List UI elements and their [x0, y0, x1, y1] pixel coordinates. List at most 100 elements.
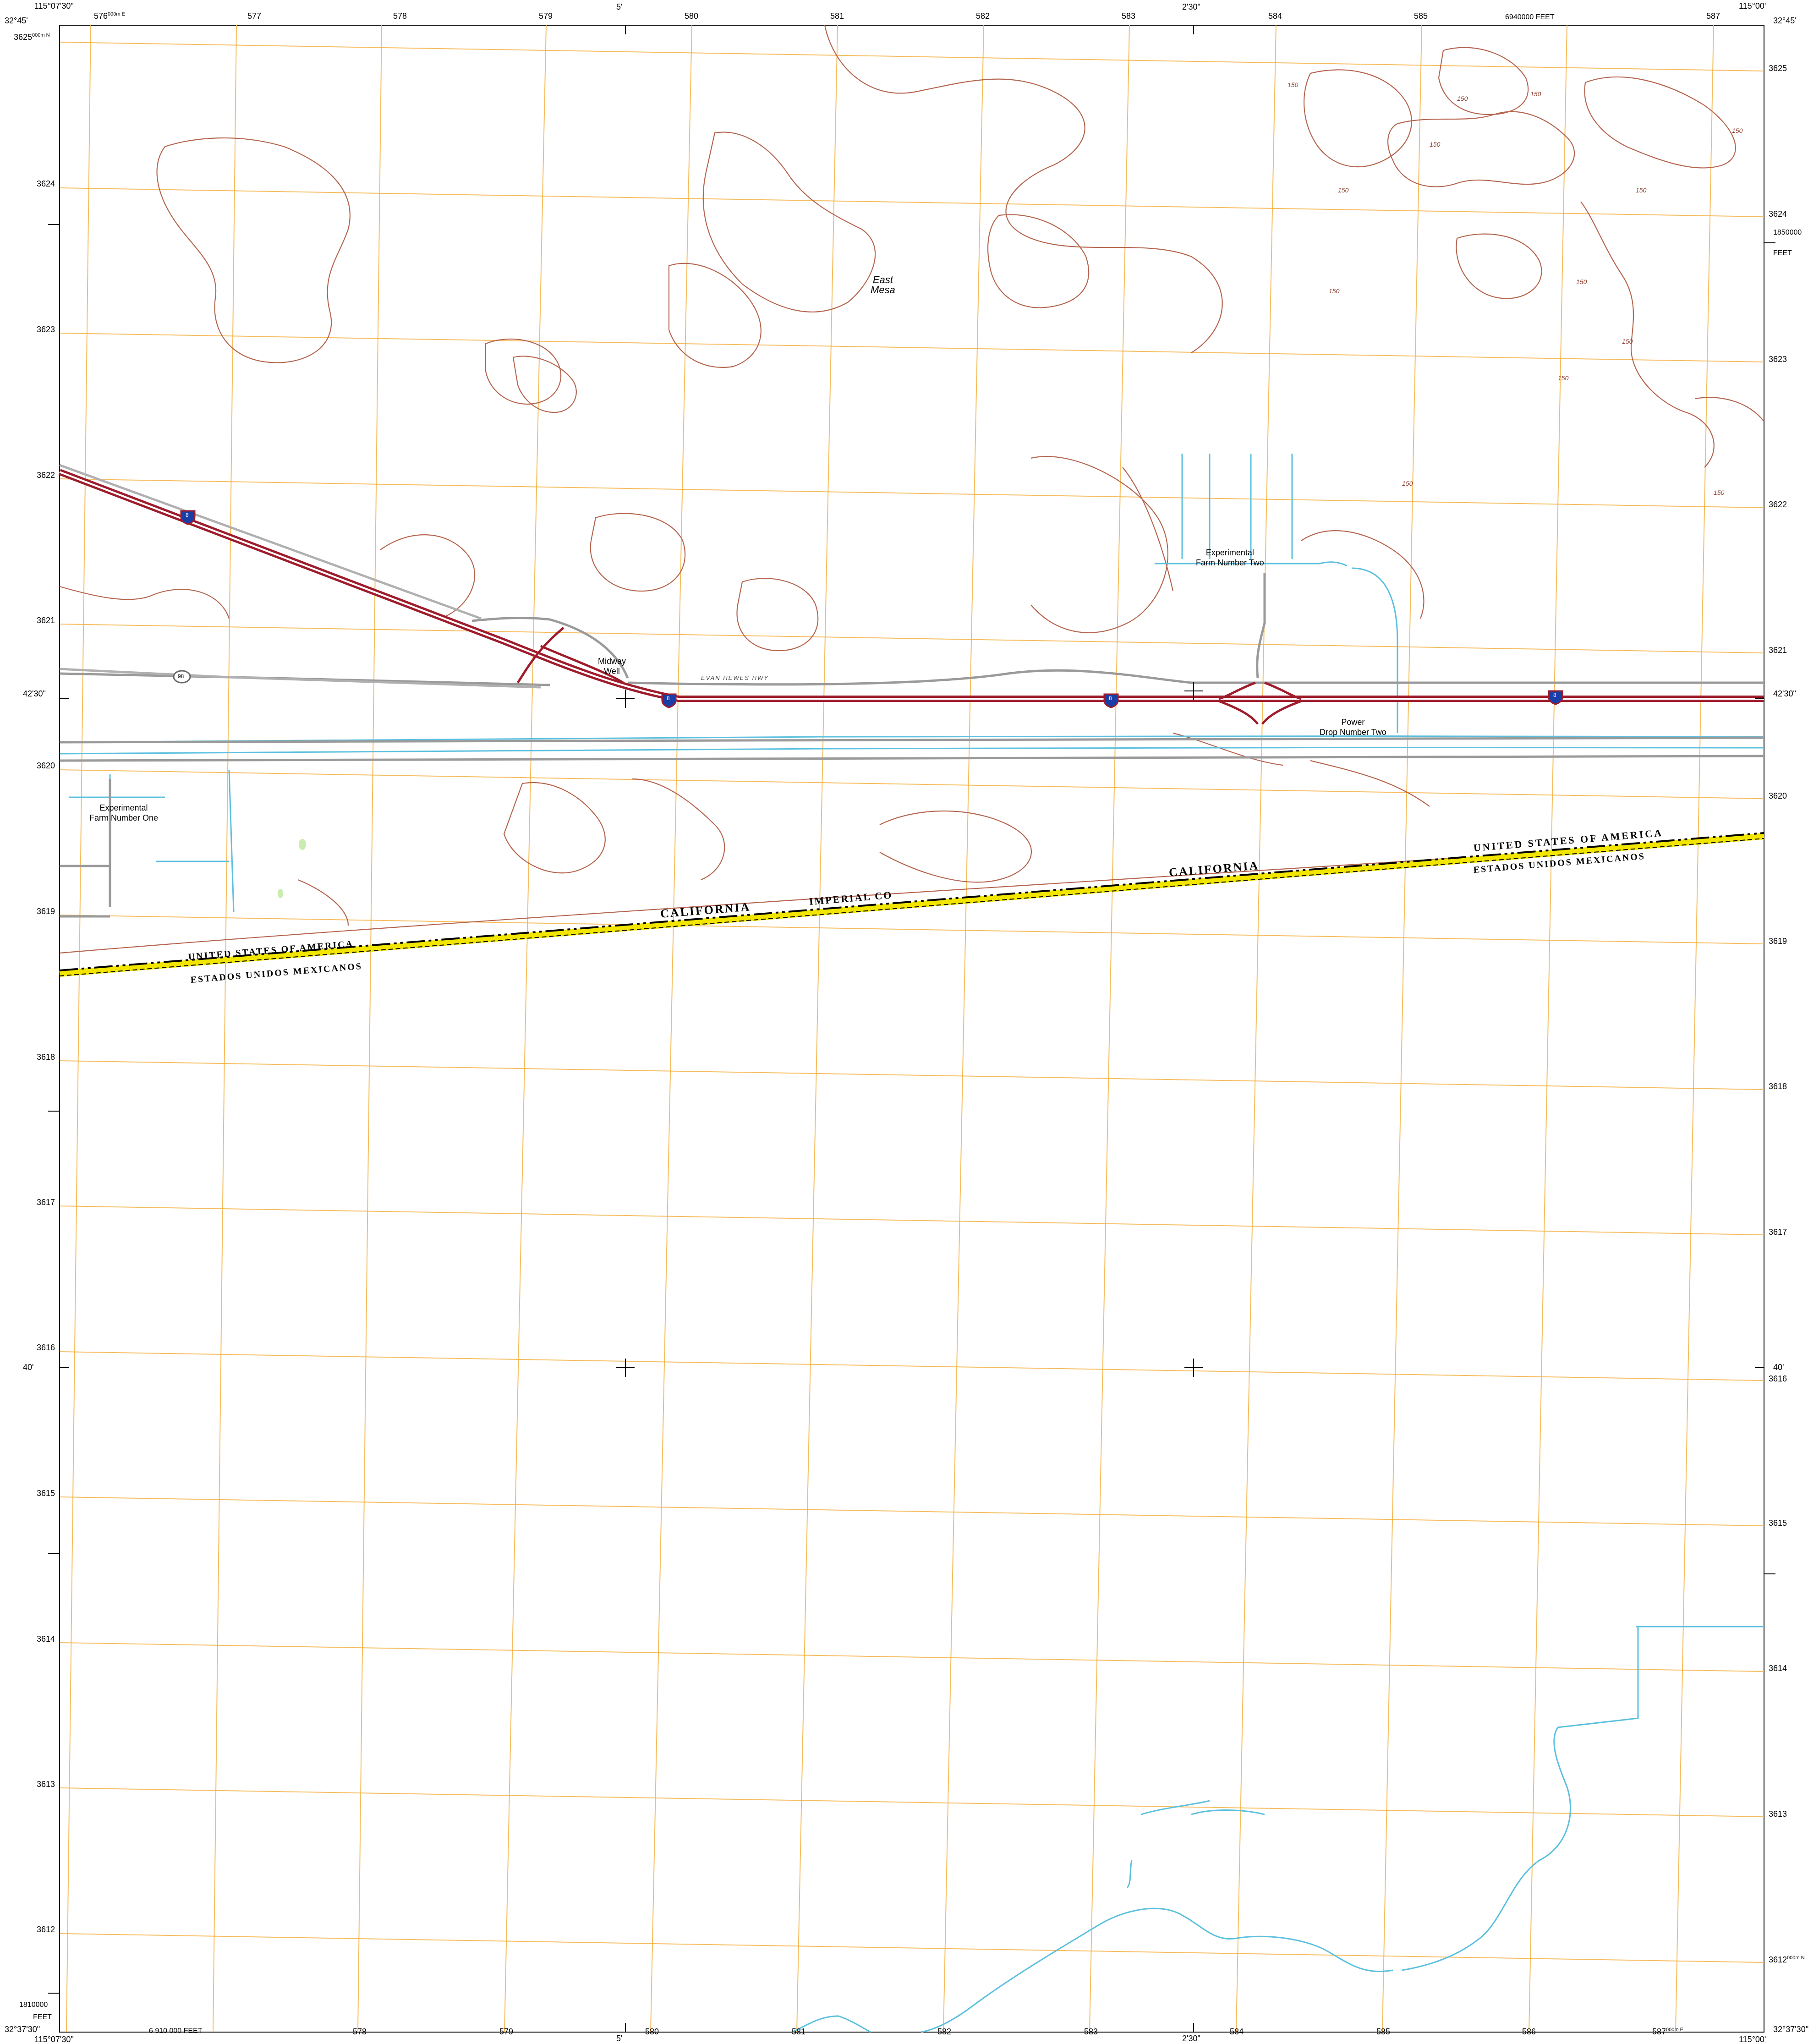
easting-label: 579 — [499, 2027, 514, 2036]
corner-bottom-left-lat: 32°37'30" — [5, 2025, 40, 2034]
top-tick-label: 2'30" — [1182, 2, 1200, 11]
easting-label: 580 — [645, 2027, 659, 2036]
place-power-drop-two: Power Drop Number Two — [1320, 718, 1386, 737]
svg-text:150: 150 — [1402, 480, 1413, 487]
interstate-shield-icon — [661, 693, 677, 708]
northing-label: 3617 — [37, 1198, 55, 1207]
northing-label: 3616 — [37, 1343, 55, 1352]
easting-label: 585 — [1414, 11, 1428, 21]
easting-label: 587000m E — [1652, 2027, 1683, 2036]
northing-label: 3624 — [1769, 209, 1787, 219]
northing-label: 3615 — [1769, 1518, 1787, 1528]
northing-label: 3615 — [37, 1489, 55, 1498]
bottom-tick-label: 2'30" — [1182, 2034, 1200, 2043]
svg-text:150: 150 — [1558, 374, 1569, 382]
northing-label: 3614 — [1769, 1664, 1787, 1673]
map-neatline — [59, 25, 1764, 2033]
northing-label: 3617 — [1769, 1227, 1787, 1237]
easting-label: 582 — [937, 2027, 952, 2036]
northing-label: 3618 — [1769, 1082, 1787, 1091]
interstate-8 — [58, 469, 1764, 725]
feet-label-right-value: 1850000 — [1773, 229, 1802, 236]
svg-text:150: 150 — [1430, 141, 1441, 148]
northing-label: 3624 — [37, 179, 55, 188]
northing-label: 3619 — [1769, 937, 1787, 946]
international-boundary — [59, 832, 1764, 977]
northing-label: 3616 — [1769, 1374, 1787, 1383]
northing-label: 3623 — [1769, 355, 1787, 364]
northing-label: 3620 — [1769, 791, 1787, 800]
vegetation-patches — [278, 839, 306, 898]
highway-gray — [59, 464, 541, 689]
place-experimental-farm-two: Experimental Farm Number Two — [1196, 548, 1264, 567]
northing-label: 3614 — [37, 1634, 55, 1644]
road-label-evan-hewes: EVAN HEWES HWY — [701, 674, 769, 681]
left-tick-label: 42'30" — [23, 689, 46, 698]
state-route-shield-icon — [173, 670, 191, 684]
easting-label: 586 — [1522, 2027, 1536, 2036]
svg-text:150: 150 — [1576, 278, 1587, 285]
northing-label: 3623 — [37, 325, 55, 334]
easting-label: 577 — [247, 11, 262, 21]
corner-bottom-right-lon: 115°00' — [1739, 2035, 1766, 2044]
easting-label: 578 — [353, 2027, 367, 2036]
corner-bottom-left-lon: 115°07'30" — [34, 2035, 74, 2044]
place-midway-well: Midway Well — [598, 657, 626, 676]
left-tick-label: 40' — [23, 1363, 34, 1372]
feet-label-left-value: 1810000 — [19, 2001, 48, 2009]
northing-label: 3620 — [37, 761, 55, 770]
easting-label: 578 — [393, 11, 407, 21]
svg-text:150: 150 — [1636, 186, 1647, 194]
feet-label-right-unit: FEET — [1773, 249, 1792, 257]
right-tick-label: 40' — [1773, 1363, 1784, 1372]
easting-label: 582 — [976, 11, 990, 21]
svg-text:150: 150 — [1338, 186, 1349, 194]
registration-crosses — [616, 682, 1203, 1377]
northing-label: 3621 — [37, 616, 55, 625]
northing-label: 3625 — [1769, 64, 1787, 73]
contour-labels: 150 150 150 150 150 150 150 150 150 150 … — [1288, 81, 1743, 496]
place-east-mesa: East Mesa — [871, 274, 895, 296]
easting-label: 583 — [1122, 11, 1136, 21]
interstate-number: 8 — [1553, 692, 1556, 698]
corner-top-left-lon: 115°07'30" — [34, 1, 74, 11]
utm-grid — [66, 25, 1714, 2033]
right-tick-label: 42'30" — [1773, 689, 1796, 698]
corner-top-left-lat: 32°45' — [5, 16, 28, 25]
easting-label: 581 — [830, 11, 844, 21]
svg-text:150: 150 — [1714, 489, 1725, 496]
feet-label-bottom: 6 910 000 FEET — [149, 2027, 203, 2035]
easting-label: 576000m E — [94, 11, 125, 21]
easting-label: 583 — [1084, 2027, 1098, 2036]
bottom-tick-label: 5' — [616, 2034, 623, 2043]
utm-grid-horizontal — [59, 42, 1764, 1963]
svg-text:150: 150 — [1288, 81, 1299, 88]
interstate-number: 8 — [1109, 695, 1112, 701]
corner-top-right-lon: 115°00' — [1739, 1, 1766, 11]
interstate-shield-icon — [1103, 693, 1119, 708]
place-experimental-farm-one: Experimental Farm Number One — [89, 803, 159, 822]
svg-text:150: 150 — [1732, 127, 1743, 134]
northing-label: 3618 — [37, 1052, 55, 1062]
northing-label: 3625000m N — [14, 33, 50, 42]
northing-label: 3612000m N — [1769, 1955, 1805, 1964]
interstate-number: 8 — [186, 512, 189, 518]
svg-text:150: 150 — [1530, 90, 1541, 98]
northing-label: 3612 — [37, 1925, 55, 1934]
easting-label: 580 — [685, 11, 699, 21]
easting-label: 584 — [1230, 2027, 1244, 2036]
northing-label: 3619 — [37, 907, 55, 916]
easting-label: 579 — [539, 11, 553, 21]
feet-label-top: 6940000 FEET — [1505, 13, 1555, 21]
svg-text:150: 150 — [1329, 287, 1340, 295]
route-shields — [173, 510, 1563, 708]
corner-bottom-right-lat: 32°37'30" — [1773, 2025, 1809, 2034]
svg-text:150: 150 — [1622, 338, 1633, 345]
svg-text:150: 150 — [1457, 95, 1468, 102]
neatline-ticks — [48, 25, 1775, 2032]
northing-label: 3622 — [37, 471, 55, 480]
easting-label: 585 — [1376, 2027, 1391, 2036]
interstate-number: 8 — [667, 695, 670, 701]
northing-label: 3613 — [37, 1780, 55, 1789]
